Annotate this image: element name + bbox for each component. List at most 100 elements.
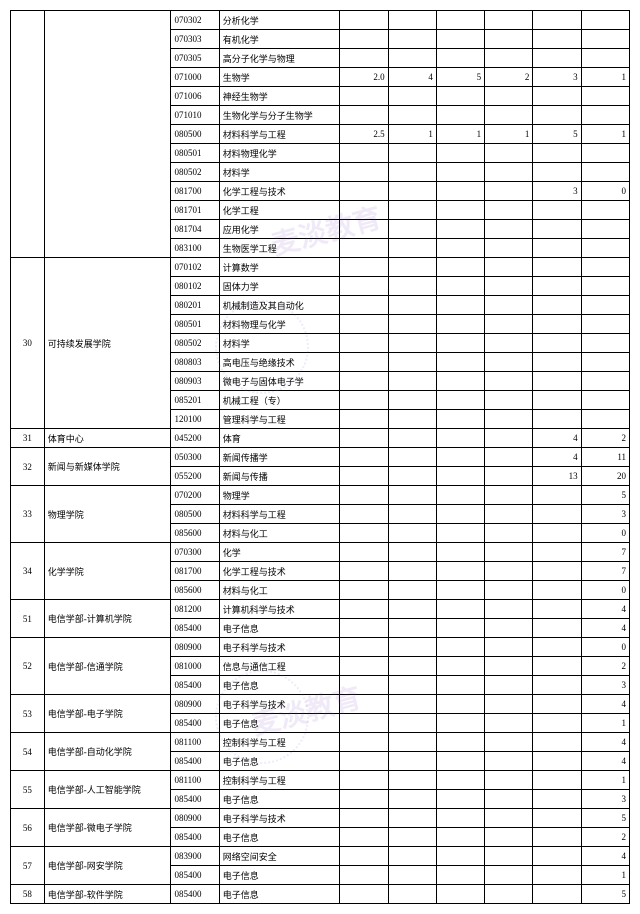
dept-id: 56 (11, 809, 45, 847)
value-cell (436, 353, 484, 372)
value-cell (340, 581, 388, 600)
value-cell (340, 106, 388, 125)
subject-code: 085600 (171, 524, 219, 543)
value-cell (340, 220, 388, 239)
value-cell (388, 714, 436, 733)
subject-code: 080501 (171, 144, 219, 163)
table-row: 32新闻与新媒体学院050300新闻传播学411 (11, 448, 630, 467)
subject-name: 化学工程与技术 (219, 182, 340, 201)
subject-code: 120100 (171, 410, 219, 429)
value-cell (485, 410, 533, 429)
subject-code: 081701 (171, 201, 219, 220)
subject-name: 材料物理与化学 (219, 315, 340, 334)
value-cell (388, 239, 436, 258)
subject-code: 081700 (171, 562, 219, 581)
subject-name: 神经生物学 (219, 87, 340, 106)
value-cell (485, 562, 533, 581)
subject-name: 生物医学工程 (219, 239, 340, 258)
dept-name: 电信学部-计算机学院 (44, 600, 171, 638)
value-cell (436, 657, 484, 676)
value-cell (533, 144, 581, 163)
value-cell (436, 486, 484, 505)
value-cell: 5 (581, 885, 629, 904)
value-cell (485, 258, 533, 277)
value-cell (581, 239, 629, 258)
value-cell: 0 (581, 182, 629, 201)
value-cell (485, 600, 533, 619)
value-cell (581, 391, 629, 410)
subject-code: 081700 (171, 182, 219, 201)
value-cell: 1 (388, 125, 436, 144)
value-cell (388, 505, 436, 524)
subject-name: 有机化学 (219, 30, 340, 49)
value-cell (533, 714, 581, 733)
subject-code: 070200 (171, 486, 219, 505)
subject-name: 机械制造及其自动化 (219, 296, 340, 315)
value-cell (340, 619, 388, 638)
value-cell (388, 467, 436, 486)
value-cell (436, 828, 484, 847)
subject-code: 085400 (171, 676, 219, 695)
value-cell (581, 315, 629, 334)
value-cell (533, 87, 581, 106)
value-cell (485, 524, 533, 543)
page-wrap: 麦淡教育 麦淡教育 070302分析化学070303有机化学070305高分子化… (10, 10, 630, 904)
subject-name: 物理学 (219, 486, 340, 505)
value-cell (388, 353, 436, 372)
subject-code: 085400 (171, 752, 219, 771)
value-cell: 3 (581, 790, 629, 809)
value-cell (340, 182, 388, 201)
value-cell (388, 638, 436, 657)
dept-name: 新闻与新媒体学院 (44, 448, 171, 486)
dept-id: 32 (11, 448, 45, 486)
value-cell (340, 828, 388, 847)
value-cell (340, 258, 388, 277)
value-cell (388, 49, 436, 68)
value-cell (388, 809, 436, 828)
table-row: 34化学学院070300化学7 (11, 543, 630, 562)
value-cell: 0 (581, 581, 629, 600)
dept-id: 51 (11, 600, 45, 638)
value-cell (485, 828, 533, 847)
value-cell (436, 847, 484, 866)
value-cell (581, 410, 629, 429)
value-cell (485, 49, 533, 68)
dept-name: 电信学部-人工智能学院 (44, 771, 171, 809)
value-cell (533, 885, 581, 904)
value-cell (388, 524, 436, 543)
subject-name: 控制科学与工程 (219, 771, 340, 790)
value-cell (436, 258, 484, 277)
subject-code: 080500 (171, 505, 219, 524)
subject-name: 化学工程与技术 (219, 562, 340, 581)
subject-name: 生物学 (219, 68, 340, 87)
value-cell (485, 619, 533, 638)
value-cell (340, 847, 388, 866)
value-cell (485, 429, 533, 448)
value-cell (485, 657, 533, 676)
value-cell (533, 752, 581, 771)
value-cell (340, 676, 388, 695)
value-cell (485, 296, 533, 315)
value-cell: 3 (581, 505, 629, 524)
value-cell (340, 372, 388, 391)
value-cell (388, 182, 436, 201)
value-cell: 5 (436, 68, 484, 87)
subject-name: 材料学 (219, 334, 340, 353)
subject-code: 080102 (171, 277, 219, 296)
value-cell (340, 638, 388, 657)
value-cell (485, 467, 533, 486)
value-cell (485, 163, 533, 182)
value-cell (436, 296, 484, 315)
value-cell (340, 201, 388, 220)
value-cell (436, 277, 484, 296)
value-cell (340, 733, 388, 752)
value-cell (581, 258, 629, 277)
value-cell (340, 885, 388, 904)
value-cell (340, 429, 388, 448)
value-cell (485, 695, 533, 714)
value-cell (436, 334, 484, 353)
value-cell: 1 (485, 125, 533, 144)
value-cell (340, 277, 388, 296)
value-cell (533, 220, 581, 239)
value-cell (340, 11, 388, 30)
